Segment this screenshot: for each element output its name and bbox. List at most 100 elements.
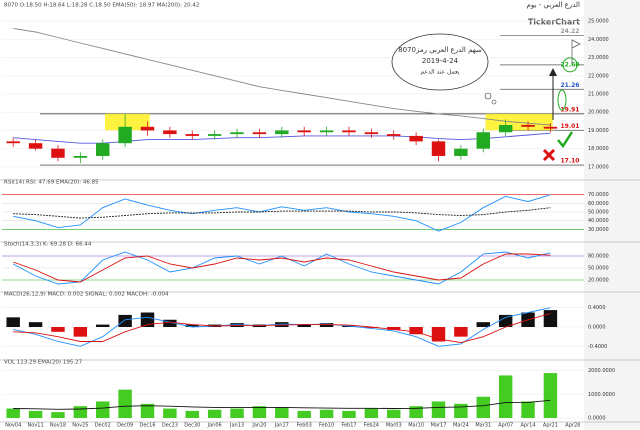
marker-ellipse <box>557 89 567 111</box>
bar <box>476 396 490 418</box>
x-tick-label: Dec30 <box>184 423 200 429</box>
x-tick-label: Mar17 <box>431 423 447 429</box>
level-circle <box>562 57 578 73</box>
bar <box>454 403 468 418</box>
bar <box>409 327 423 335</box>
bar <box>96 324 110 327</box>
callout-text: سهم الدرع العربي رمز8070 <box>398 46 482 54</box>
bar <box>73 327 88 337</box>
y-tick-label: 22.0000 <box>588 73 609 79</box>
bar <box>230 408 244 418</box>
x-tick-label: Dec23 <box>162 423 178 429</box>
candle-body <box>387 134 401 136</box>
x-tick-label: Apr21 <box>543 423 558 429</box>
callout-dot <box>491 99 497 105</box>
bar <box>28 322 43 327</box>
x-tick-label: Jan13 <box>229 423 244 429</box>
bar <box>163 408 177 418</box>
chart-title: الدرع العربي - يوم <box>526 1 580 9</box>
x-tick-label: Dec09 <box>117 423 133 429</box>
x-tick-label: Feb24 <box>364 423 379 429</box>
candle-body <box>342 130 356 133</box>
y-tick-label: 50.0000 <box>588 266 609 272</box>
candle-body <box>140 126 155 131</box>
x-tick-label: Nov11 <box>28 423 44 429</box>
y-tick-label: 23.0000 <box>588 55 609 61</box>
bar <box>96 401 110 418</box>
candle-body <box>118 126 132 144</box>
y-tick-label: 0.0000 <box>588 325 606 331</box>
indicator-line <box>13 313 551 343</box>
bar <box>364 408 379 418</box>
callout-text: يعمل عند الدعم <box>420 69 459 76</box>
bar <box>319 323 334 327</box>
bar <box>275 322 289 327</box>
candle-body <box>73 155 88 158</box>
candle-body <box>521 124 535 127</box>
candle-body <box>252 132 267 135</box>
y-tick-label: 0.4000 <box>588 305 606 311</box>
y-tick-label: 21.0000 <box>588 92 609 98</box>
indicator-line <box>13 307 551 347</box>
bar <box>51 412 65 418</box>
candle-body <box>498 124 513 133</box>
level-label: 19.91 <box>561 106 580 113</box>
bar <box>498 375 513 418</box>
indicator-line <box>12 251 551 285</box>
highlight-zone <box>104 113 150 131</box>
candle-body <box>275 130 289 135</box>
level-label: 17.10 <box>561 158 580 165</box>
x-tick-label: Jan20 <box>251 423 266 429</box>
bar <box>498 314 513 327</box>
indicator-line <box>13 253 551 283</box>
bar <box>319 409 334 418</box>
callout: سهم الدرع العربي رمز8070 2019-4-24 يعمل … <box>391 33 497 105</box>
bar <box>163 319 177 327</box>
candle-body <box>28 143 43 149</box>
panel-title: VOL 113.29 EMA(20) 195.27 <box>4 360 83 366</box>
callout-bubble <box>391 33 489 91</box>
x-tick-label: Mar31 <box>475 423 491 429</box>
candle-body <box>409 135 423 142</box>
y-tick-label: 60.0000 <box>588 201 609 207</box>
y-tick-label: 70.0000 <box>588 192 609 198</box>
bar <box>28 410 43 418</box>
candle-body <box>6 141 20 144</box>
panel-title: MACD(26,12,9) MACD: 0.002 SIGNAL: 0.002 … <box>4 292 169 298</box>
level-label: 21.26 <box>561 82 580 89</box>
bar <box>297 410 311 418</box>
x-tick-label: Nov18 <box>50 423 66 429</box>
y-tick-label: 24.0000 <box>588 37 609 43</box>
bar <box>185 410 199 418</box>
bar <box>364 327 379 328</box>
candle-body <box>454 148 468 156</box>
y-tick-label: -0.4000 <box>588 344 607 350</box>
candle-body <box>207 134 222 136</box>
level-label: 22.60 <box>561 61 580 68</box>
x-tick-label: Feb17 <box>341 423 356 429</box>
chart-subtitle: 8070 O:18.50 H:18.64 L:18.28 C:18.50 EMA… <box>4 3 199 9</box>
bar <box>118 389 132 418</box>
y-tick-label: 17.0000 <box>588 164 609 170</box>
bar <box>297 324 311 327</box>
x-tick-label: Mar24 <box>453 423 469 429</box>
bar <box>207 409 222 418</box>
bar <box>118 314 132 327</box>
x-tick-label: Nov04 <box>5 423 21 429</box>
candle-body <box>230 132 244 135</box>
bar <box>6 408 20 418</box>
bar <box>51 327 65 332</box>
bar <box>73 406 88 418</box>
x-tick-label: Nov25 <box>72 423 88 429</box>
indicator-line <box>13 194 551 232</box>
x-tick-label: Feb03 <box>297 423 312 429</box>
indicator-line <box>13 207 551 219</box>
bar <box>543 310 558 327</box>
indicator-line <box>13 399 551 410</box>
panel-title: RSI(14) RSI: 47.69 EMA(20): 46.85 <box>4 180 99 186</box>
candle-body <box>364 132 379 135</box>
indicator-line <box>13 27 551 126</box>
candle-body <box>543 126 558 129</box>
bar <box>185 324 199 327</box>
